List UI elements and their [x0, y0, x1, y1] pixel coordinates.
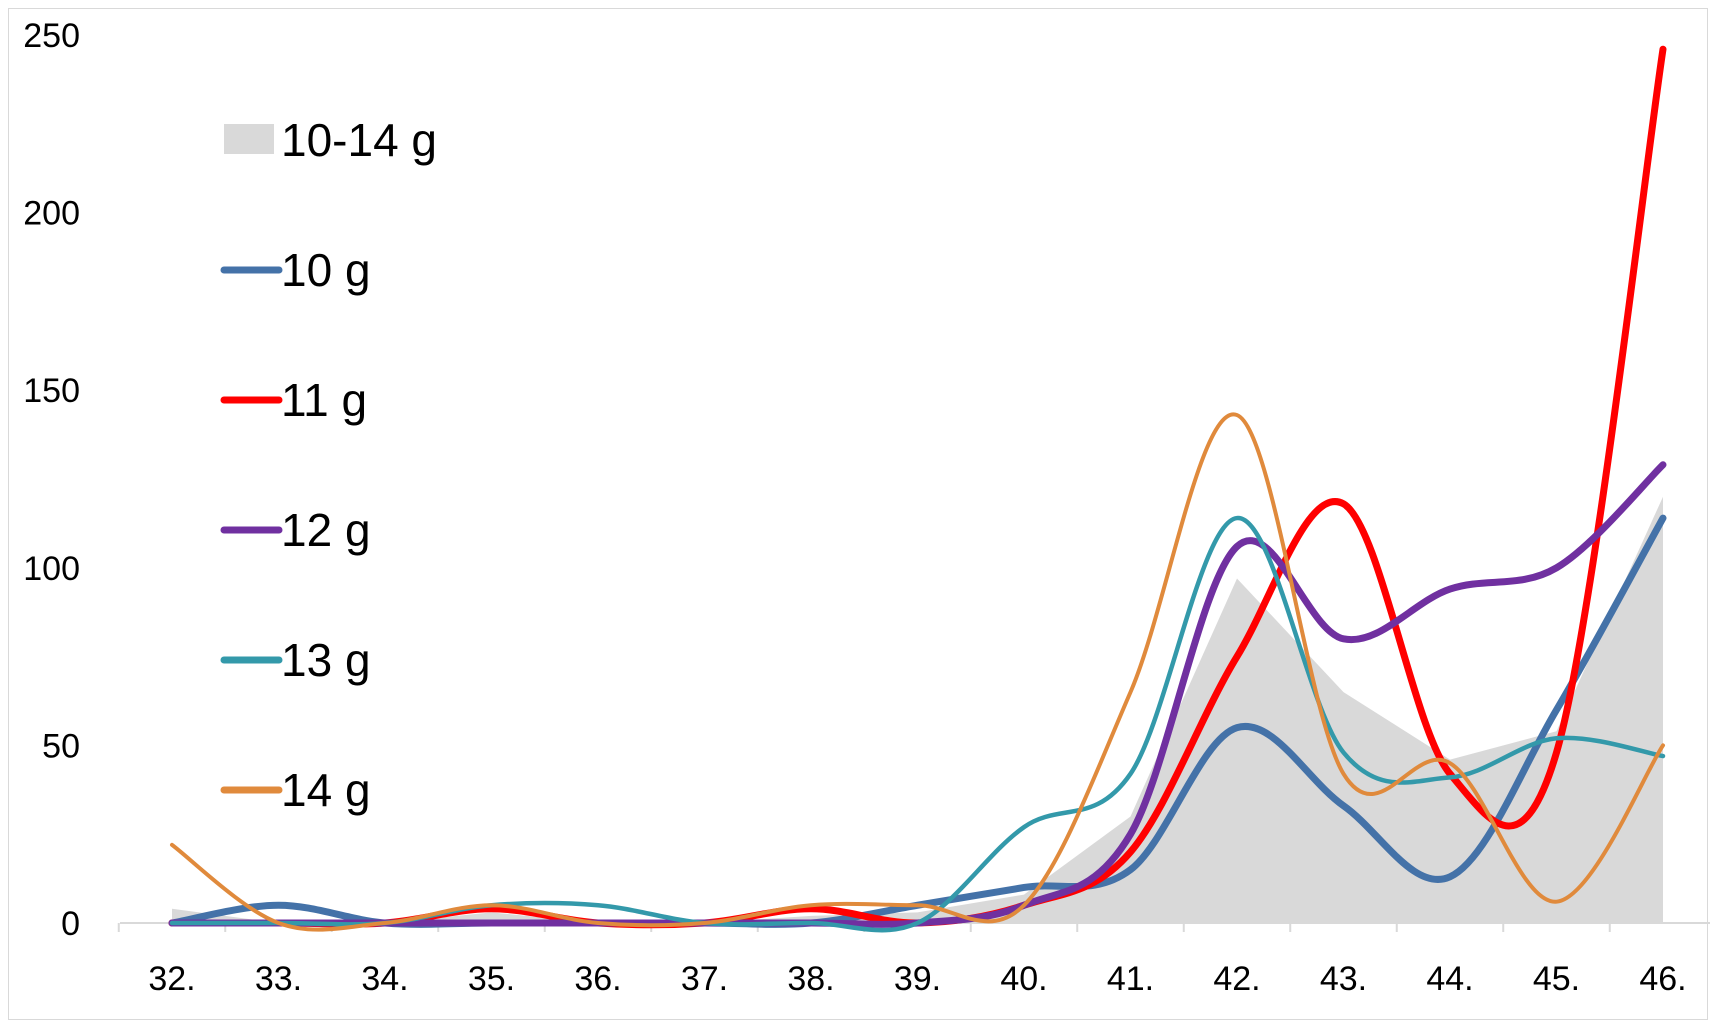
x-tick-label: 43. [1320, 960, 1367, 998]
legend-item-11g: 11 g [220, 374, 367, 426]
y-tick-label: 0 [61, 905, 80, 943]
x-tick-label: 38. [787, 960, 834, 998]
x-tick-label: 45. [1533, 960, 1580, 998]
legend-swatch [224, 124, 274, 154]
x-tick-label: 46. [1639, 960, 1686, 998]
legend-label: 11 g [281, 374, 367, 426]
x-tick-label: 44. [1426, 960, 1473, 998]
legend-label: 14 g [281, 764, 371, 816]
x-tick-label: 36. [574, 960, 621, 998]
legend-label: 10-14 g [281, 114, 437, 166]
legend-item-area: 10-14 g [224, 114, 437, 166]
legend: 10-14 g 10 g 11 g 12 g 13 g 14 g [220, 114, 437, 816]
x-tick-label: 32. [148, 960, 195, 998]
x-tick-label: 33. [255, 960, 302, 998]
x-tick-label: 40. [1000, 960, 1047, 998]
legend-item-10g: 10 g [220, 244, 371, 296]
y-tick-label: 250 [23, 17, 80, 55]
legend-label: 12 g [281, 504, 371, 556]
y-tick-label: 50 [42, 727, 80, 765]
area-layer [172, 496, 1663, 923]
axes: 32. 33. 34. 35. 36. 37. 38. 39. 40. 41. 42. 43. 44. 4… [23, 17, 1710, 998]
x-tick-label: 42. [1213, 960, 1260, 998]
x-tick-label: 41. [1107, 960, 1154, 998]
x-tick-label: 35. [468, 960, 515, 998]
legend-item-14g: 14 g [220, 764, 371, 816]
x-tick-label: 34. [361, 960, 408, 998]
legend-label: 13 g [281, 634, 371, 686]
legend-item-12g: 12 g [220, 504, 371, 556]
y-tick-label: 150 [23, 372, 80, 410]
series-line-12g [168, 461, 1667, 928]
series-lines [168, 45, 1667, 933]
series-line-14g [170, 412, 1665, 932]
area-series-10-14g [172, 496, 1663, 923]
y-tick-label: 100 [23, 550, 80, 588]
legend-item-13g: 13 g [220, 634, 371, 686]
x-tick-label: 37. [681, 960, 728, 998]
legend-label: 10 g [281, 244, 371, 296]
x-tick-label: 39. [894, 960, 941, 998]
y-tick-label: 200 [23, 195, 80, 233]
